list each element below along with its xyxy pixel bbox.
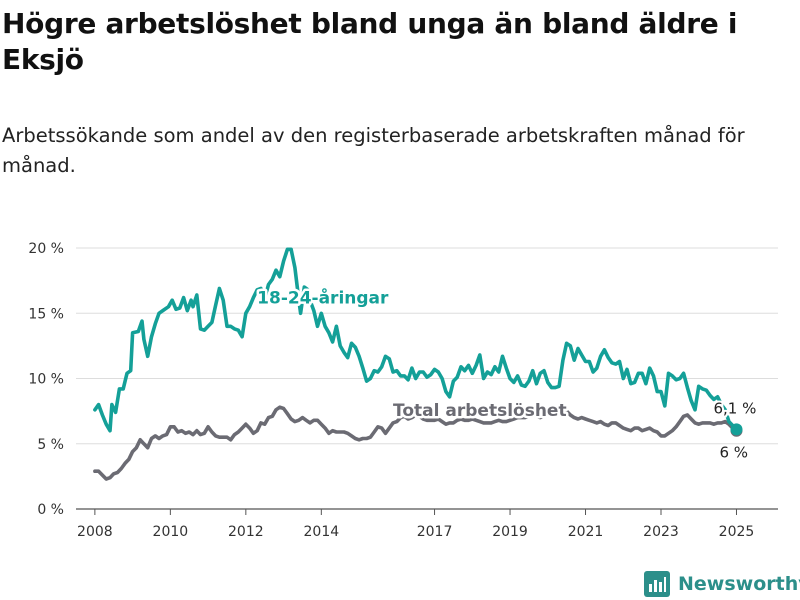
x-tick-label: 2021	[568, 524, 604, 540]
chart-title: Högre arbetslöshet bland unga än bland ä…	[2, 7, 738, 76]
y-axis: 0 % 5 % 10 % 15 % 20 %	[28, 241, 64, 518]
y-tick-label: 10 %	[28, 372, 64, 388]
brand-name: Newsworthy	[678, 573, 800, 595]
y-tick-label: 5 %	[37, 437, 64, 453]
x-tick-label: 2014	[304, 524, 340, 540]
y-tick-label: 15 %	[28, 306, 64, 322]
end-value-label-0: 6,1 %	[713, 399, 756, 417]
y-tick-label: 0 %	[37, 502, 64, 518]
x-tick-label: 2019	[492, 524, 528, 540]
series-line-0	[93, 247, 739, 433]
newsworthy-logo[interactable]: Newsworthy	[644, 569, 800, 599]
series-lines	[93, 247, 743, 481]
end-value-label-1: 6 %	[719, 444, 748, 462]
series-name-label-0: 18-24-åringar	[257, 287, 389, 309]
x-tick-label: 2025	[719, 524, 755, 540]
x-tick-label: 2008	[77, 524, 113, 540]
newsworthy-chart-icon	[644, 571, 670, 597]
series-name-label-1: Total arbetslöshet	[393, 401, 567, 421]
chart-subtitle: Arbetssökande som andel av den registerb…	[2, 124, 745, 177]
y-tick-label: 20 %	[28, 241, 64, 257]
series-end-point-0	[730, 423, 743, 436]
series-line-1	[93, 405, 739, 481]
x-tick-label: 2012	[228, 524, 264, 540]
series-labels: 18-24-åringar Total arbetslöshet 6,1 % 6 %	[255, 284, 759, 464]
x-axis: 2008 2010 2012 2014 2017 2019 2021 2023 2025	[77, 509, 754, 540]
x-tick-label: 2017	[417, 524, 453, 540]
x-tick-label: 2010	[153, 524, 189, 540]
x-tick-label: 2023	[643, 524, 679, 540]
